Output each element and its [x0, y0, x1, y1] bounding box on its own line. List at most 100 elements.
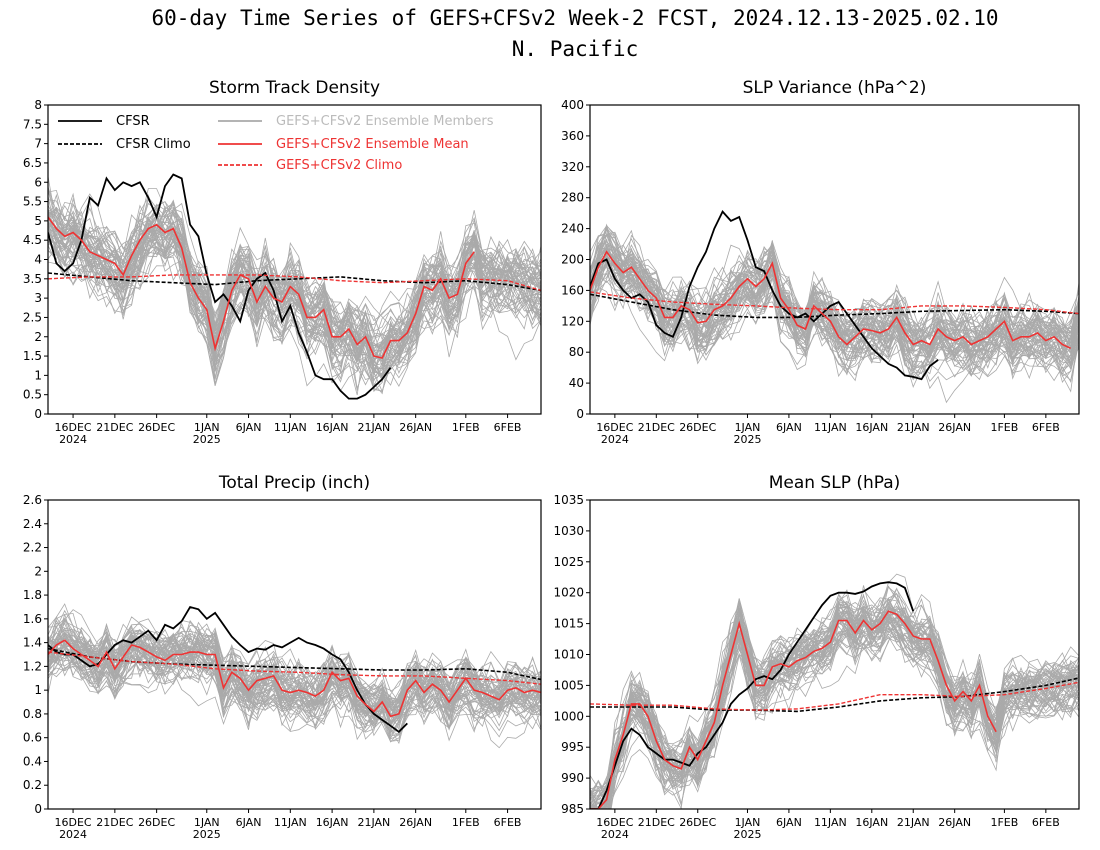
cfsr-climo-line [590, 677, 1079, 713]
y-tick-label: 400 [561, 98, 584, 112]
y-tick-label: 1 [34, 368, 42, 382]
x-tick-label: 6JAN [236, 421, 262, 434]
ensemble-member-line [48, 207, 541, 385]
y-tick-label: 3.5 [23, 272, 42, 286]
x-tick-label: 1FEB [452, 421, 480, 434]
y-tick-label: 1.2 [23, 659, 42, 673]
y-tick-label: 1035 [553, 493, 584, 507]
panel-2: SLP Variance (hPa^2) 0 40 80 120 160 200 240 280… [561, 78, 1080, 446]
y-tick-label: 0 [34, 407, 42, 421]
ensemble-member-line [48, 622, 541, 724]
x-tick-label: 11JAN [814, 421, 847, 434]
y-tick-label: 7.5 [23, 117, 42, 131]
y-tick-label: 1010 [553, 648, 584, 662]
y-tick-label: 200 [561, 253, 584, 267]
ensemble-member-line [590, 238, 1079, 368]
y-tick-label: 5.5 [23, 195, 42, 209]
x-tick-label: 21JAN [357, 421, 390, 434]
x-tick-label: 21JAN [897, 816, 930, 829]
chart-legend: CFSR CFSR Climo GEFS+CFSv2 Ensemble Member… [58, 114, 494, 173]
y-tick-label: 1.4 [23, 636, 42, 650]
x-tick-year-label: 2024 [59, 433, 87, 446]
cfsr-line [48, 173, 392, 400]
ensemble-member-line [590, 604, 1079, 799]
x-tick-label: 21DEC [96, 816, 133, 829]
y-tick-label: 985 [561, 802, 584, 816]
y-tick-label: 2.4 [23, 517, 42, 531]
x-tick-label: 11JAN [274, 421, 307, 434]
ensemble-member-line [48, 207, 541, 380]
y-tick-label: 360 [561, 129, 584, 143]
ensemble-member-line [48, 203, 541, 368]
x-tick-label: 26JAN [938, 421, 971, 434]
x-tick-label: 11JAN [814, 816, 847, 829]
gefs-climo-line [48, 651, 541, 685]
ensemble-member-line [48, 630, 541, 723]
x-tick-label: 26JAN [938, 816, 971, 829]
x-tick-label: 1FEB [990, 816, 1018, 829]
x-tick-label: 11JAN [274, 816, 307, 829]
y-tick-label: 4.5 [23, 233, 42, 247]
plot-frame [589, 104, 1080, 415]
ensemble-member-line [590, 628, 1079, 809]
y-tick-label: 1.8 [23, 588, 42, 602]
x-tick-year-label: 2025 [733, 433, 761, 446]
y-tick-label: 0.8 [23, 707, 42, 721]
panel-title: Storm Track Density [209, 78, 380, 98]
y-tick-label: 990 [561, 771, 584, 785]
x-tick-label: 1JAN [194, 421, 220, 434]
ensemble-mean-line [590, 610, 997, 809]
x-tick-label: 6JAN [776, 816, 802, 829]
x-tick-label: 1JAN [194, 816, 220, 829]
ensemble-member-line [590, 226, 1079, 370]
x-tick-year-label: 2024 [601, 828, 629, 841]
x-tick-label: 6FEB [494, 421, 522, 434]
panel-4: Mean SLP (hPa) 985 990 995 1000 1005 1010 1015 1… [553, 473, 1080, 841]
x-tick-label: 1JAN [735, 816, 761, 829]
figure-title: 60-day Time Series of GEFS+CFSv2 Week-2 … [0, 0, 1100, 70]
y-tick-label: 240 [561, 222, 584, 236]
legend-cfsr-climo-label: CFSR Climo [116, 137, 191, 152]
y-tick-label: 1020 [553, 586, 584, 600]
x-tick-label: 16JAN [855, 421, 888, 434]
x-tick-label: 26JAN [399, 421, 432, 434]
ensemble-member-line [48, 202, 541, 367]
y-tick-label: 2.6 [23, 493, 42, 507]
y-tick-label: 4 [34, 253, 42, 267]
y-tick-label: 40 [569, 376, 584, 390]
ensemble-member-line [590, 263, 1079, 388]
plot-area [590, 210, 1079, 404]
y-tick-label: 1005 [553, 678, 584, 692]
plot-area [48, 173, 541, 400]
x-tick-label: 16JAN [855, 816, 888, 829]
plot-area [48, 603, 541, 749]
x-tick-label: 16DEC [596, 421, 633, 434]
panel-title: Mean SLP (hPa) [769, 473, 901, 493]
x-tick-label: 6FEB [1032, 816, 1060, 829]
y-tick-label: 160 [561, 283, 584, 297]
figure-title-line1: 60-day Time Series of GEFS+CFSv2 Week-2 … [151, 6, 999, 30]
cfsr-line [590, 210, 939, 381]
cfsr-line [590, 581, 915, 809]
legend-members-label: GEFS+CFSv2 Ensemble Members [276, 114, 494, 129]
y-tick-label: 6.5 [23, 156, 42, 170]
y-tick-label: 2 [34, 330, 42, 344]
x-tick-label: 16DEC [55, 421, 92, 434]
ensemble-mean-line [48, 216, 475, 359]
x-tick-label: 16JAN [316, 816, 349, 829]
panel-1: Storm Track Density 0 0.5 1 1.5 2 2.5 3 3.5 4 4.5 5… [23, 78, 542, 446]
y-tick-label: 2.5 [23, 310, 42, 324]
x-tick-label: 1FEB [452, 816, 480, 829]
y-tick-label: 1030 [553, 524, 584, 538]
legend-cfsr-label: CFSR [116, 114, 150, 129]
x-tick-label: 16DEC [596, 816, 633, 829]
y-tick-label: 0.2 [23, 778, 42, 792]
panel-title: SLP Variance (hPa^2) [743, 78, 927, 98]
legend-climo-label: GEFS+CFSv2 Climo [276, 158, 402, 173]
ensemble-member-line [590, 225, 1079, 353]
legend-mean-label: GEFS+CFSv2 Ensemble Mean [276, 137, 469, 152]
ensemble-member-line [48, 646, 541, 733]
ensemble-member-line [590, 254, 1079, 383]
x-tick-label: 26DEC [138, 421, 175, 434]
